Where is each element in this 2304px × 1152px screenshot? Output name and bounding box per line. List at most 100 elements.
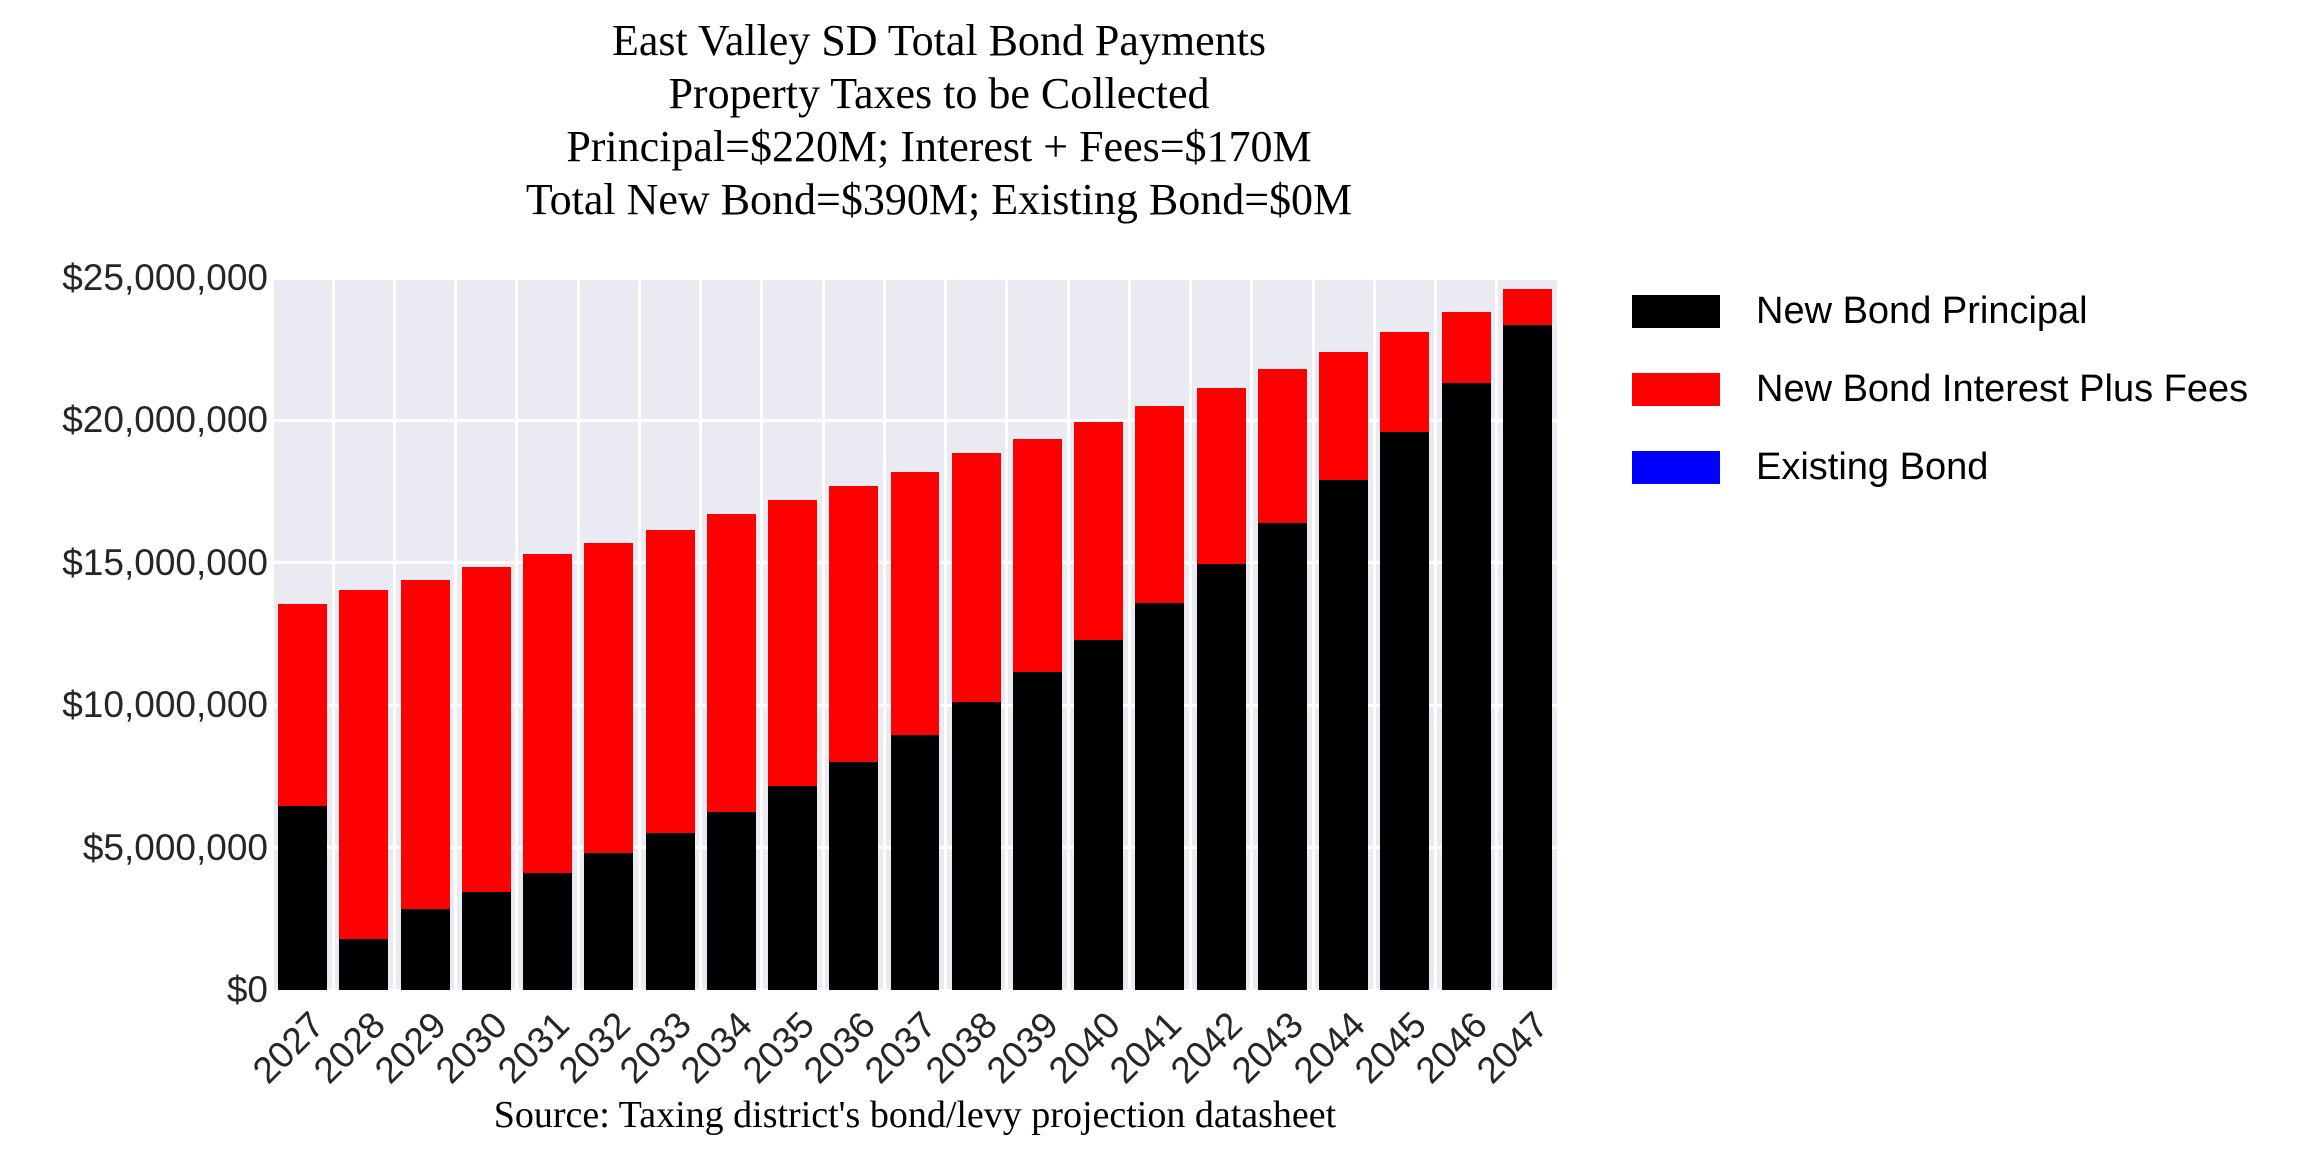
bar-segment-new-bond-interest[interactable]	[400, 579, 450, 909]
bar-segment-new-bond-principal[interactable]	[768, 786, 817, 990]
y-axis-tick-label: $20,000,000	[62, 399, 268, 441]
bar-segment-new-bond-principal[interactable]	[1319, 480, 1369, 990]
legend-item[interactable]: New Bond Principal	[1632, 282, 2272, 340]
bar-segment-new-bond-principal[interactable]	[1441, 383, 1491, 990]
bar-segment-new-bond-principal[interactable]	[1502, 325, 1552, 990]
bar-group-2045[interactable]	[1380, 332, 1430, 990]
bar-segment-new-bond-principal[interactable]	[1380, 431, 1430, 990]
bar-segment-new-bond-principal[interactable]	[1074, 639, 1124, 990]
gridline-vertical	[1127, 278, 1131, 990]
bar-segment-new-bond-principal[interactable]	[829, 762, 879, 990]
bar-group-2044[interactable]	[1319, 352, 1369, 990]
bar-group-2038[interactable]	[951, 453, 1001, 990]
gridline-vertical	[1372, 278, 1376, 990]
bar-group-2041[interactable]	[1135, 406, 1185, 990]
bar-segment-new-bond-principal[interactable]	[584, 853, 634, 990]
bar-segment-new-bond-principal[interactable]	[339, 938, 389, 990]
legend-item[interactable]: New Bond Interest Plus Fees	[1632, 360, 2272, 418]
bar-segment-new-bond-interest[interactable]	[1012, 438, 1062, 673]
bar-segment-new-bond-interest[interactable]	[1257, 369, 1307, 523]
bar-group-2036[interactable]	[829, 485, 879, 990]
bar-segment-new-bond-principal[interactable]	[706, 812, 756, 990]
gridline-vertical	[1311, 278, 1315, 990]
bar-group-2034[interactable]	[706, 514, 756, 990]
bar-group-2047[interactable]	[1502, 289, 1552, 990]
bar-segment-new-bond-interest[interactable]	[1502, 289, 1552, 325]
bar-segment-new-bond-interest[interactable]	[951, 453, 1001, 703]
bar-segment-new-bond-principal[interactable]	[645, 833, 695, 990]
bar-group-2042[interactable]	[1196, 387, 1246, 990]
gridline-vertical	[392, 278, 396, 990]
bar-segment-new-bond-principal[interactable]	[951, 702, 1001, 990]
bar-segment-new-bond-interest[interactable]	[339, 589, 389, 939]
bar-group-2039[interactable]	[1012, 438, 1062, 990]
bar-segment-new-bond-principal[interactable]	[1135, 602, 1185, 990]
gridline-vertical	[515, 278, 519, 990]
bar-group-2027[interactable]	[278, 604, 328, 990]
y-axis-tick-label: $10,000,000	[62, 684, 268, 726]
bar-segment-new-bond-principal[interactable]	[400, 908, 450, 990]
legend-swatch-icon	[1632, 372, 1720, 406]
bar-segment-new-bond-interest[interactable]	[1380, 332, 1430, 432]
legend-item-label: New Bond Principal	[1756, 289, 2088, 332]
y-axis-tick-label: $5,000,000	[82, 826, 268, 868]
bar-segment-new-bond-interest[interactable]	[278, 604, 328, 807]
bar-group-2030[interactable]	[461, 567, 511, 990]
chart-title-line-2: Property Taxes to be Collected	[668, 69, 1210, 118]
bar-group-2043[interactable]	[1257, 369, 1307, 990]
bar-group-2035[interactable]	[768, 500, 817, 990]
chart-title-line-4: Total New Bond=$390M; Existing Bond=$0M	[525, 175, 1353, 224]
bar-segment-new-bond-interest[interactable]	[829, 485, 879, 763]
bar-group-2046[interactable]	[1441, 312, 1491, 990]
bar-segment-new-bond-interest[interactable]	[523, 554, 573, 874]
gridline-vertical	[699, 278, 703, 990]
bar-group-2029[interactable]	[400, 579, 450, 990]
gridline-vertical	[1005, 278, 1009, 990]
bar-segment-new-bond-principal[interactable]	[278, 806, 328, 990]
chart-title: East Valley SD Total Bond Payments Prope…	[0, 14, 1878, 226]
gridline-vertical	[760, 278, 764, 990]
plot-area	[272, 278, 1558, 990]
bar-segment-new-bond-interest[interactable]	[1135, 406, 1185, 603]
bar-group-2028[interactable]	[339, 589, 389, 990]
gridline-vertical	[272, 278, 274, 990]
gridline-vertical	[1434, 278, 1438, 990]
bar-segment-new-bond-interest[interactable]	[1074, 421, 1124, 640]
bar-segment-new-bond-principal[interactable]	[890, 735, 940, 990]
bar-segment-new-bond-interest[interactable]	[1441, 312, 1491, 384]
gridline-vertical	[944, 278, 948, 990]
gridline-horizontal	[272, 418, 1558, 422]
bar-group-2031[interactable]	[523, 554, 573, 990]
y-axis-tick-label: $15,000,000	[62, 541, 268, 583]
bar-segment-new-bond-principal[interactable]	[1196, 564, 1246, 990]
y-axis-tick-label: $25,000,000	[62, 257, 268, 298]
bar-segment-new-bond-principal[interactable]	[461, 891, 511, 990]
chart-legend: New Bond Principal New Bond Interest Plus…	[1632, 282, 2272, 516]
gridline-vertical	[882, 278, 886, 990]
bar-segment-new-bond-principal[interactable]	[523, 873, 573, 990]
bar-group-2040[interactable]	[1074, 421, 1124, 990]
chart-title-line-1: East Valley SD Total Bond Payments	[611, 16, 1267, 65]
bar-group-2032[interactable]	[584, 542, 634, 990]
bar-segment-new-bond-principal[interactable]	[1012, 672, 1062, 990]
bar-segment-new-bond-interest[interactable]	[584, 542, 634, 854]
bar-segment-new-bond-principal[interactable]	[1257, 522, 1307, 990]
gridline-horizontal	[272, 278, 1558, 280]
gridline-vertical	[454, 278, 458, 990]
bar-group-2033[interactable]	[645, 530, 695, 990]
bar-group-2037[interactable]	[890, 471, 940, 990]
bar-segment-new-bond-interest[interactable]	[1319, 352, 1369, 481]
bar-segment-new-bond-interest[interactable]	[706, 514, 756, 812]
legend-item[interactable]: Existing Bond	[1632, 438, 2272, 496]
bar-segment-new-bond-interest[interactable]	[890, 471, 940, 736]
gridline-vertical	[1066, 278, 1070, 990]
gridline-vertical	[637, 278, 641, 990]
bar-segment-new-bond-interest[interactable]	[768, 500, 817, 787]
gridline-vertical	[1250, 278, 1254, 990]
bar-segment-new-bond-interest[interactable]	[461, 567, 511, 892]
gridline-vertical	[1556, 278, 1558, 990]
legend-swatch-icon	[1632, 450, 1720, 484]
bar-segment-new-bond-interest[interactable]	[1196, 387, 1246, 565]
bar-segment-new-bond-interest[interactable]	[645, 530, 695, 834]
